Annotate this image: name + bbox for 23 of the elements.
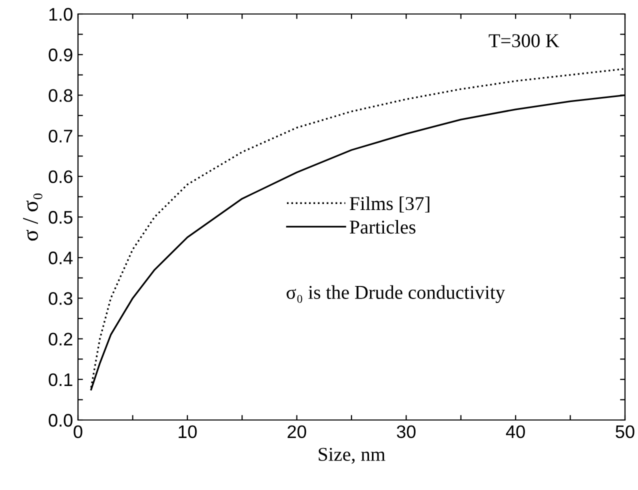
y-axis-title: σ / σ₀: [23, 194, 42, 241]
x-tick-label: 20: [288, 425, 306, 438]
x-tick-label: 10: [178, 425, 197, 438]
annotation: T=300 K: [488, 34, 560, 48]
y-tick-label: 1.0: [49, 8, 72, 21]
x-tick-label: 0: [74, 425, 82, 438]
y-tick-label: 0.3: [48, 292, 72, 305]
y-tick-label: 0.9: [48, 48, 72, 62]
x-tick-label: 40: [506, 425, 525, 438]
y-tick-label: 0.5: [48, 210, 72, 224]
legend-label: Particles: [350, 220, 416, 234]
y-tick-label: 0.4: [48, 252, 73, 264]
annotation: σ₀ is the Drude conductivity: [286, 285, 506, 303]
y-tick-label: 0.8: [48, 89, 72, 102]
y-tick-label: 0.7: [48, 130, 72, 143]
x-tick-label: 30: [396, 425, 416, 438]
y-tick-label: 0.0: [48, 414, 72, 427]
x-tick-label: 50: [616, 425, 634, 438]
x-axis-title: Size, nm: [318, 448, 386, 464]
y-tick-label: 0.2: [48, 332, 72, 346]
y-tick-label: 0.6: [48, 170, 72, 184]
legend-label: Films [37]: [350, 196, 430, 213]
y-tick-label: 0.1: [48, 373, 72, 386]
